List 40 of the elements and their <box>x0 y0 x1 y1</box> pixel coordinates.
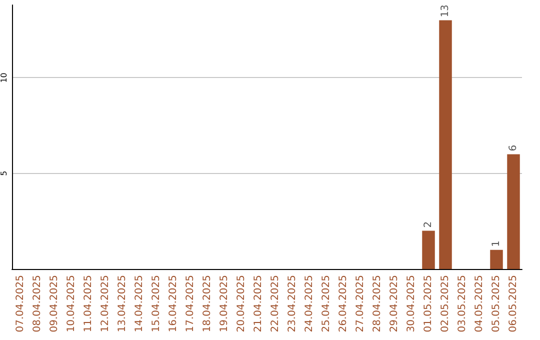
x-tick-label: 02.05.2025 <box>440 275 451 332</box>
x-tick-label: 24.04.2025 <box>304 275 315 332</box>
x-tick-label: 22.04.2025 <box>270 275 281 332</box>
y-tick-label: 5 <box>0 170 8 176</box>
bar <box>439 20 452 269</box>
x-tick-label: 15.04.2025 <box>151 275 162 332</box>
x-tick-label: 06.05.2025 <box>508 275 519 332</box>
x-tick-label: 13.04.2025 <box>117 275 128 332</box>
x-tick-label: 04.05.2025 <box>474 275 485 332</box>
x-tick-label: 23.04.2025 <box>287 275 298 332</box>
x-tick-label: 17.04.2025 <box>185 275 196 332</box>
x-tick-label: 25.04.2025 <box>321 275 332 332</box>
x-tick-label: 29.04.2025 <box>389 275 400 332</box>
x-tick-label: 20.04.2025 <box>236 275 247 332</box>
x-tick-label: 28.04.2025 <box>372 275 383 332</box>
bar <box>490 250 503 269</box>
x-tick-label: 19.04.2025 <box>219 275 230 332</box>
data-label: 1 <box>491 240 502 247</box>
bar <box>507 154 520 269</box>
x-tick-label: 07.04.2025 <box>15 275 26 332</box>
x-tick-label: 16.04.2025 <box>168 275 179 332</box>
x-tick-label: 03.05.2025 <box>457 275 468 332</box>
x-tick-label: 01.05.2025 <box>423 275 434 332</box>
x-tick-label: 26.04.2025 <box>338 275 349 332</box>
x-tick-label: 21.04.2025 <box>253 275 264 332</box>
x-tick-label: 10.04.2025 <box>66 275 77 332</box>
x-tick-label: 05.05.2025 <box>491 275 502 332</box>
data-label: 6 <box>508 144 519 152</box>
x-tick-label: 30.04.2025 <box>406 275 417 332</box>
x-tick-label: 14.04.2025 <box>134 275 145 332</box>
x-tick-label: 27.04.2025 <box>355 275 366 332</box>
x-tick-label: 09.04.2025 <box>49 275 60 332</box>
x-tick-label: 08.04.2025 <box>32 275 43 332</box>
y-tick-label: 10 <box>0 72 8 83</box>
data-label: 13 <box>440 4 451 18</box>
bar <box>422 230 435 269</box>
x-tick-label: 11.04.2025 <box>83 275 94 332</box>
data-label: 2 <box>423 221 434 228</box>
x-tick-label: 12.04.2025 <box>100 275 111 332</box>
x-tick-label: 18.04.2025 <box>202 275 213 332</box>
